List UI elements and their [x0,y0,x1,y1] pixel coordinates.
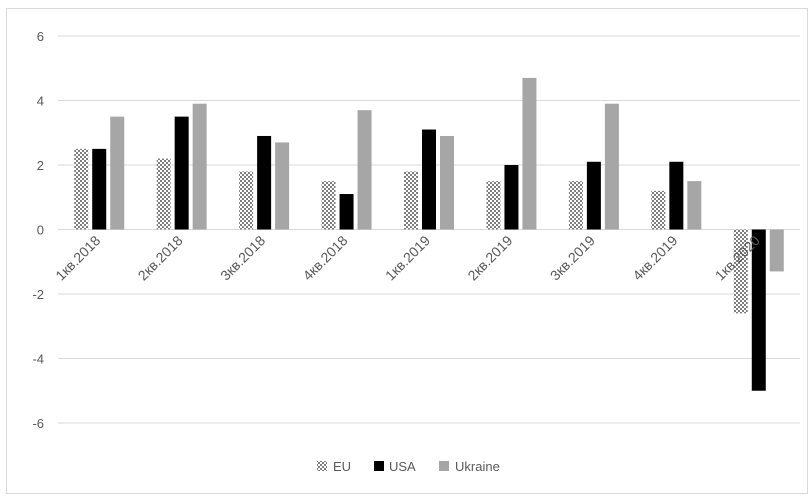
bar-usa [174,116,189,230]
bars [74,77,784,391]
category-label: 1кв.2018 [52,232,103,283]
bar-eu [486,181,501,230]
y-tick-label: 0 [37,223,44,238]
legend-swatch-ukraine [439,461,449,471]
bar-usa [586,161,601,230]
y-tick-label: -6 [32,416,44,431]
bar-ukraine [522,77,537,230]
bar-usa [751,229,766,391]
legend-label-ukraine: Ukraine [455,459,500,474]
category-label: 1кв.2019 [382,232,433,283]
bar-eu [321,181,336,230]
bar-usa [339,194,354,230]
legend-label-usa: USA [389,459,416,474]
bar-eu [651,190,666,230]
bar-usa [669,161,684,230]
bar-usa [257,135,272,230]
legend-swatch-usa [374,461,384,471]
bar-eu [239,171,254,230]
bar-eu [568,181,583,230]
category-label: 4кв.2019 [629,232,680,283]
y-tick-label: 4 [37,94,44,109]
y-tick-label: -4 [32,352,44,367]
category-label: 2кв.2018 [135,232,186,283]
category-label: 2кв.2019 [464,232,515,283]
legend-label-eu: EU [333,459,351,474]
bar-ukraine [192,103,207,230]
category-label: 3кв.2019 [547,232,598,283]
bar-usa [504,165,519,230]
bar-ukraine [110,116,125,230]
y-tick-label: 2 [37,158,44,173]
bar-eu [404,171,418,230]
bar-eu [156,158,171,230]
bar-ukraine [769,229,784,272]
category-labels: 1кв.2018 2кв.2018 3кв.2018 4кв.2018 1кв.2019… [52,232,763,283]
legend: EU USA Ukraine [317,459,500,474]
bar-ukraine [440,135,454,230]
bar-eu [733,229,748,314]
bar-ukraine [604,103,619,230]
y-tick-label: 6 [37,29,44,44]
y-tick-label: -2 [32,287,44,302]
bar-usa [92,148,107,230]
bar-usa [422,129,436,230]
legend-swatch-eu [317,461,327,471]
category-label: 4кв.2018 [299,232,350,283]
y-axis-ticks: -6 -4 -2 0 2 4 6 [32,29,44,431]
bar-eu [74,148,89,230]
bar-ukraine [357,110,372,230]
bar-ukraine [275,142,290,230]
category-label: 3кв.2018 [217,232,268,283]
bar-ukraine [687,181,702,230]
chart-frame [6,8,808,494]
